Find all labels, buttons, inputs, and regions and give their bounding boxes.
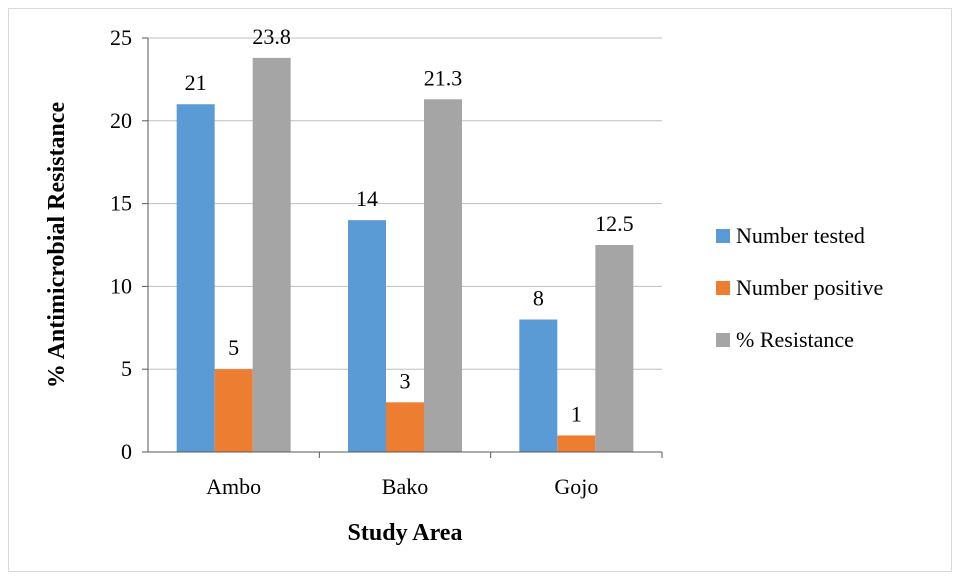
x-tick-label: Gojo bbox=[554, 474, 598, 499]
legend-swatch bbox=[716, 333, 730, 347]
data-label: 1 bbox=[571, 401, 582, 426]
legend-swatch bbox=[716, 281, 730, 295]
bar-number-positive-ambo bbox=[214, 369, 253, 452]
legend-entry: Number tested bbox=[736, 223, 865, 248]
data-label: 5 bbox=[228, 335, 239, 360]
bar-number-tested-bako bbox=[348, 220, 386, 452]
x-tick-labels: Ambo Bako Gojo bbox=[206, 474, 598, 499]
legend-entry: % Resistance bbox=[736, 327, 854, 352]
chart-frame bbox=[8, 8, 952, 572]
y-tick-label: 20 bbox=[110, 108, 132, 133]
data-label: 21 bbox=[185, 70, 207, 95]
legend-entry: Number positive bbox=[736, 275, 883, 300]
bars bbox=[176, 57, 634, 453]
bar-number-tested-gojo bbox=[519, 319, 558, 452]
bar-resistance-gojo bbox=[595, 245, 634, 452]
y-tick-labels: 0 5 10 15 20 25 bbox=[110, 25, 132, 464]
legend-swatch bbox=[716, 229, 730, 243]
bar-number-tested-ambo bbox=[176, 104, 215, 453]
x-axis-title: Study Area bbox=[348, 520, 463, 546]
legend: Number tested Number positive % Resistance bbox=[716, 223, 883, 352]
data-label: 3 bbox=[400, 368, 411, 393]
bar-number-positive-gojo bbox=[557, 435, 596, 452]
y-tick-label: 0 bbox=[121, 439, 132, 464]
data-label: 14 bbox=[356, 186, 378, 211]
gridlines bbox=[148, 37, 662, 370]
data-label: 21.3 bbox=[424, 65, 463, 90]
data-label: 12.5 bbox=[595, 211, 634, 236]
bar-resistance-ambo bbox=[252, 57, 291, 452]
y-tick-label: 5 bbox=[121, 356, 132, 381]
y-axis-title: % Antimicrobial Resistance bbox=[44, 102, 70, 389]
data-labels: 21 5 23.8 14 3 21.3 8 1 12.5 bbox=[185, 24, 634, 427]
data-label: 8 bbox=[533, 286, 544, 311]
data-label: 23.8 bbox=[252, 24, 291, 49]
y-tick-label: 25 bbox=[110, 25, 132, 50]
bar-number-positive-bako bbox=[386, 402, 424, 452]
bar-resistance-bako bbox=[424, 99, 462, 452]
x-tick-label: Ambo bbox=[206, 474, 261, 499]
x-tick-label: Bako bbox=[382, 474, 428, 499]
y-tick-label: 10 bbox=[110, 273, 132, 298]
axes bbox=[142, 37, 663, 458]
y-tick-label: 15 bbox=[110, 191, 132, 216]
